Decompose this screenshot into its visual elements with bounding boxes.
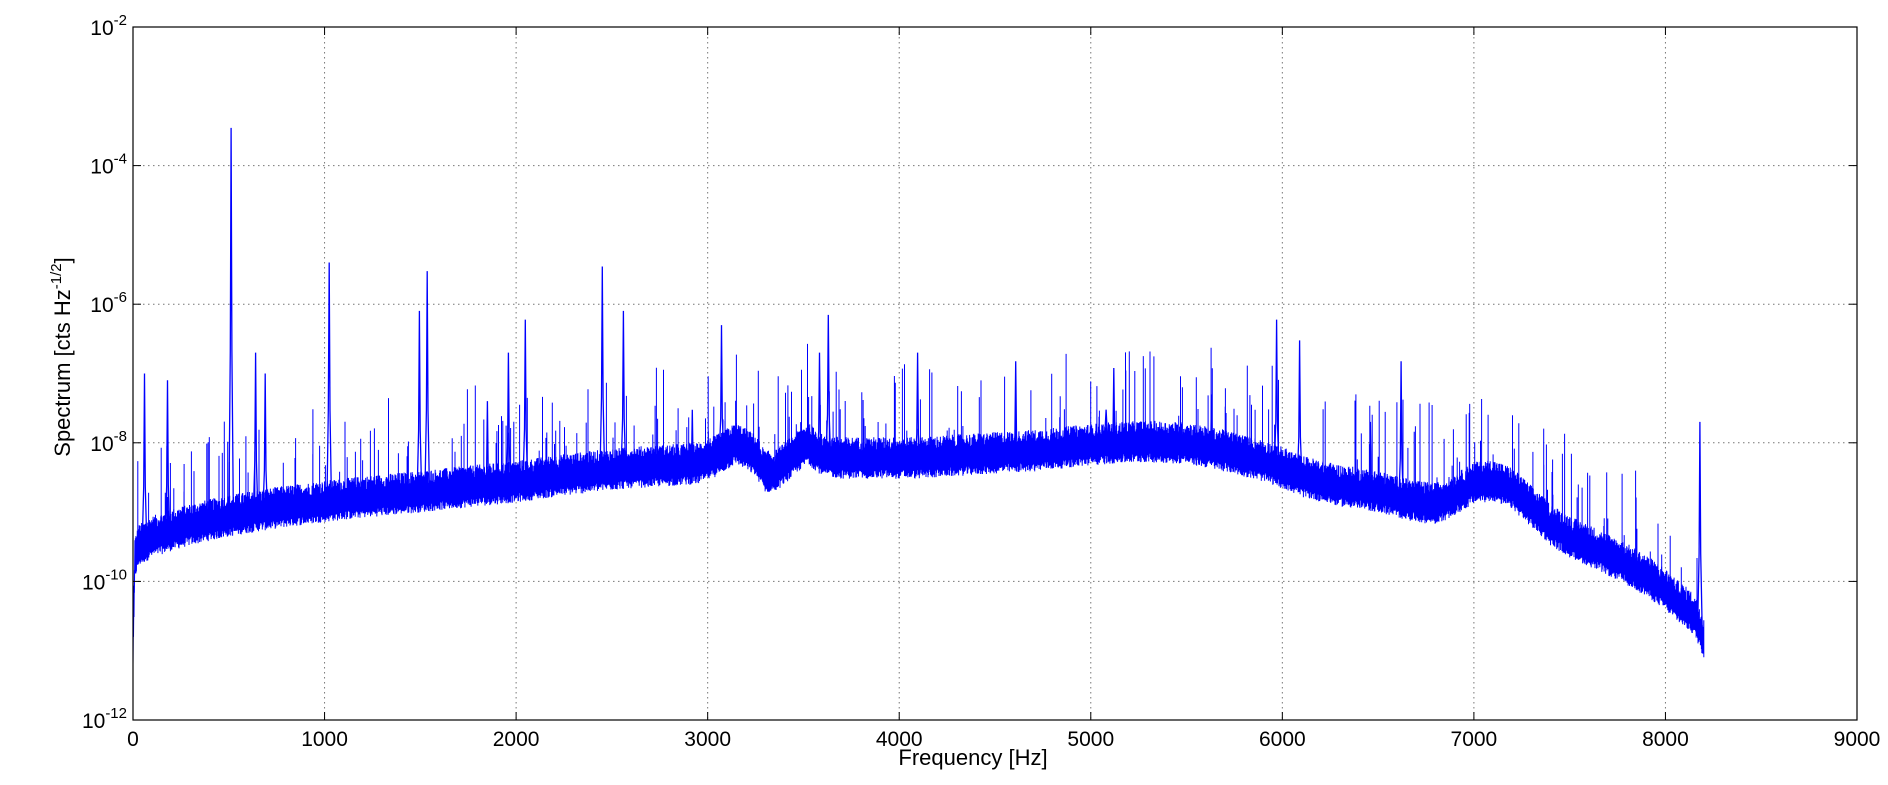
x-tick-label: 0 xyxy=(127,728,139,751)
spectrum-peak xyxy=(141,373,148,545)
x-tick-label: 5000 xyxy=(1067,728,1114,751)
y-tick-label: 10-10 xyxy=(82,566,127,594)
y-axis-label: Spectrum [cts Hz-1/2] xyxy=(48,257,75,456)
y-tick-label: 10-8 xyxy=(90,428,127,456)
y-tick-label: 10-4 xyxy=(90,151,127,179)
spectrum-peak xyxy=(689,409,695,468)
grid-lines xyxy=(133,27,1857,720)
x-tick-label: 2000 xyxy=(493,728,540,751)
x-tick-label: 1000 xyxy=(301,728,348,751)
x-tick-label: 6000 xyxy=(1259,728,1306,751)
x-tick-label: 9000 xyxy=(1834,728,1881,751)
spectrum-peak xyxy=(164,380,171,535)
spectrum-minor-spikes xyxy=(137,343,1698,624)
x-tick-label: 3000 xyxy=(684,728,731,751)
spectrum-peak xyxy=(1208,394,1215,452)
y-axis-label-exponent: -1/2 xyxy=(48,263,65,289)
spectrum-peak xyxy=(816,352,823,456)
spectrum-peak xyxy=(1273,319,1280,469)
y-tick-label: 10-12 xyxy=(82,705,127,733)
spectrum-peak xyxy=(718,325,725,456)
spectrum-peak xyxy=(326,262,333,504)
spectrum-peak xyxy=(1367,421,1374,494)
spectrum-peak xyxy=(228,127,235,519)
axes-frame xyxy=(132,26,1858,721)
spectrum-peak xyxy=(825,314,832,460)
plot-area xyxy=(132,127,1705,666)
spectrum-peak xyxy=(505,352,512,486)
x-tick-label: 8000 xyxy=(1642,728,1689,751)
spectrum-peak xyxy=(522,319,529,484)
y-tick-label: 10-6 xyxy=(90,289,127,317)
spectrum-peak xyxy=(1696,421,1703,630)
y-tick-label: 10-2 xyxy=(90,12,127,40)
spectrum-peak xyxy=(914,352,921,461)
x-axis-label: Frequency [Hz] xyxy=(898,745,1047,770)
x-tick-labels: 0 1000 2000 3000 4000 5000 6000 7000 8000 9000 xyxy=(127,728,1880,751)
x-tick-label: 7000 xyxy=(1451,728,1498,751)
spectrum-peak xyxy=(262,373,269,513)
spectrum-peak xyxy=(252,352,259,515)
spectrum-peak xyxy=(416,310,423,495)
y-axis-label-close: ] xyxy=(50,257,75,263)
x-tick-label: 4000 xyxy=(876,728,923,751)
axis-ticks xyxy=(132,26,1858,721)
spectrum-peak xyxy=(424,271,431,494)
y-tick-labels: 10-12 10-10 10-8 10-6 10-4 10-2 xyxy=(82,12,127,733)
spectrum-peak xyxy=(1296,340,1303,479)
spectrum-peak xyxy=(620,310,627,472)
spectrum-peak xyxy=(1110,367,1117,446)
spectrum-peak xyxy=(1103,409,1110,447)
y-axis-label-main: Spectrum [cts Hz xyxy=(50,289,75,456)
spectrum-peak xyxy=(484,401,491,488)
spectrum-peak xyxy=(599,266,606,474)
spectrum-peak xyxy=(1012,361,1019,455)
spectrum-peak xyxy=(1398,361,1405,501)
